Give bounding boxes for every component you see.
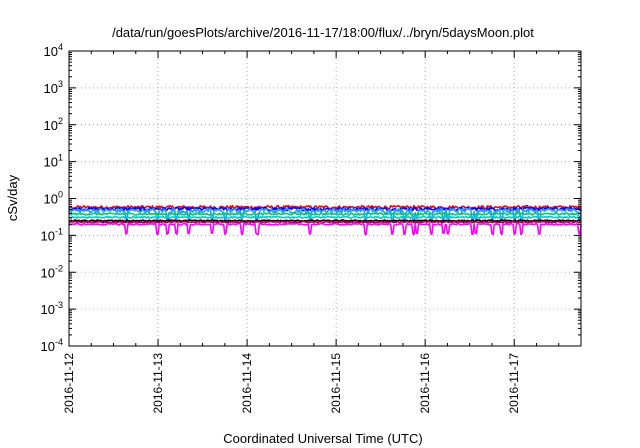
series-lines xyxy=(68,204,582,236)
series-line-4 xyxy=(68,212,582,216)
y-axis-label: cSv/day xyxy=(5,174,20,221)
y-tick-label: 100 xyxy=(44,190,63,207)
x-tick-label: 2016-11-15 xyxy=(329,353,343,414)
y-tick-label: 103 xyxy=(44,79,63,96)
x-tick-label: 2016-11-14 xyxy=(240,353,254,414)
y-tick-label: 102 xyxy=(44,116,63,133)
y-tick-label: 10-2 xyxy=(41,263,63,280)
y-tick-label: 104 xyxy=(44,42,63,59)
series-line-8 xyxy=(68,222,582,236)
y-tick-label: 101 xyxy=(44,153,63,170)
x-tick-labels: 2016-11-12 2016-11-13 2016-11-14 2016-11-15… xyxy=(62,353,521,414)
x-tick-label: 2016-11-16 xyxy=(418,353,432,414)
y-tick-labels: 10-4 10-3 10-2 10-1 100 101 102 103 104 xyxy=(41,42,63,354)
x-tick-label: 2016-11-12 xyxy=(62,353,76,414)
series-line-1 xyxy=(69,204,582,210)
series-line-6 xyxy=(69,219,582,223)
series-line-5 xyxy=(68,215,582,219)
y-tick-label: 10-4 xyxy=(41,337,63,354)
series-line-3 xyxy=(68,207,582,224)
grid-lines xyxy=(69,51,581,346)
y-tick-label: 10-3 xyxy=(41,300,63,317)
x-tick-label: 2016-11-13 xyxy=(151,353,165,414)
chart-title: /data/run/goesPlots/archive/2016-11-17/1… xyxy=(112,25,534,40)
series-line-7 xyxy=(68,220,582,224)
y-tick-label: 10-1 xyxy=(41,226,63,243)
x-tick-label: 2016-11-17 xyxy=(507,353,521,414)
axis-ticks xyxy=(68,50,582,347)
x-axis-label: Coordinated Universal Time (UTC) xyxy=(223,431,422,446)
